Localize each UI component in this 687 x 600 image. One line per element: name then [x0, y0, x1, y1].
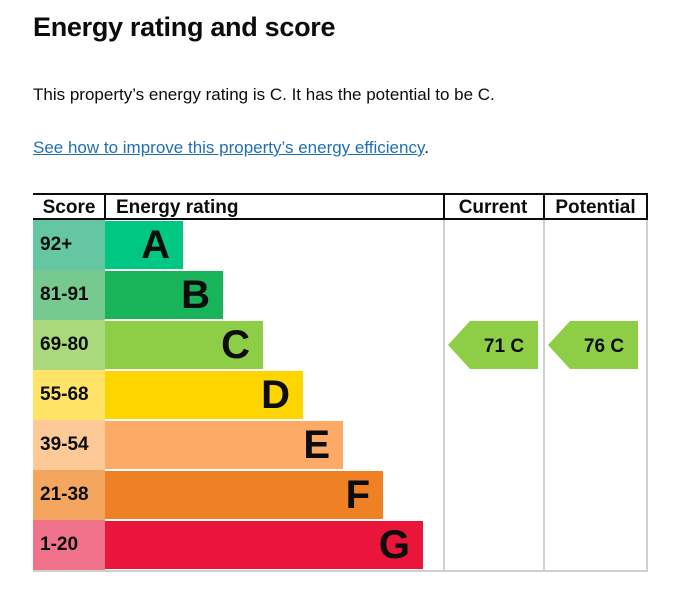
improve-efficiency-link[interactable]: See how to improve this property’s energ… [33, 138, 425, 157]
svg-text:76 C: 76 C [584, 336, 624, 357]
link-period: . [424, 138, 429, 157]
band-letter-e: E [303, 423, 330, 467]
band-bar-e: E [105, 421, 343, 469]
score-range-b: 81-91 [33, 270, 105, 320]
band-letter-a: A [141, 223, 170, 267]
band-bar-b: B [105, 271, 223, 319]
band-letter-g: G [378, 523, 410, 567]
score-range-c: 69-80 [33, 320, 105, 370]
band-letter-b: B [181, 273, 210, 317]
band-row-d: 55-68 D [33, 370, 648, 420]
svg-text:71 C: 71 C [484, 336, 524, 357]
band-row-c: 69-80 C [33, 320, 648, 370]
column-divider-potential [543, 220, 545, 572]
header-energy-rating: Energy rating [116, 197, 239, 218]
header-score: Score [42, 197, 96, 218]
band-bar-a: A [105, 221, 183, 269]
chart-bottom-border [33, 570, 648, 572]
header-divider-score [104, 193, 106, 220]
column-divider-current [443, 220, 445, 572]
band-row-g: 1-20 G [33, 520, 648, 570]
band-bar-c: C [105, 321, 263, 369]
chart-top-border [33, 193, 648, 195]
rating-summary-text: This property’s energy rating is C. It h… [33, 85, 495, 104]
current-rating-arrow: 71 C [448, 321, 538, 369]
potential-rating-arrow: 76 C [548, 321, 638, 369]
band-row-f: 21-38 F [33, 470, 648, 520]
energy-rating-chart: Score Energy rating Current Potential 92… [33, 193, 648, 572]
header-underline [33, 218, 648, 220]
page-title: Energy rating and score [33, 12, 336, 42]
score-range-d: 55-68 [33, 370, 105, 420]
current-rating-arrow-icon: 71 C [448, 321, 538, 369]
band-row-a: 92+ A [33, 220, 648, 270]
header-potential: Potential [555, 197, 636, 218]
score-range-g: 1-20 [33, 520, 105, 570]
improve-efficiency-line: See how to improve this property’s energ… [33, 137, 429, 159]
chart-body: 92+ A 81-91 B 69-80 C 55-68 D 39-54 E 21-38 F 1-20 G [33, 220, 648, 570]
header-divider-right [646, 193, 648, 220]
potential-rating-arrow-icon: 76 C [548, 321, 638, 369]
column-divider-right [646, 220, 648, 572]
header-divider-potential [543, 193, 545, 220]
score-range-f: 21-38 [33, 470, 105, 520]
score-range-e: 39-54 [33, 420, 105, 470]
band-bar-f: F [105, 471, 383, 519]
header-divider-current [443, 193, 445, 220]
score-range-a: 92+ [33, 220, 105, 270]
band-bar-d: D [105, 371, 303, 419]
band-letter-d: D [261, 373, 290, 417]
band-row-e: 39-54 E [33, 420, 648, 470]
band-letter-f: F [345, 473, 370, 517]
band-row-b: 81-91 B [33, 270, 648, 320]
band-bar-g: G [105, 521, 423, 569]
header-current: Current [458, 197, 528, 218]
band-letter-c: C [221, 323, 250, 367]
